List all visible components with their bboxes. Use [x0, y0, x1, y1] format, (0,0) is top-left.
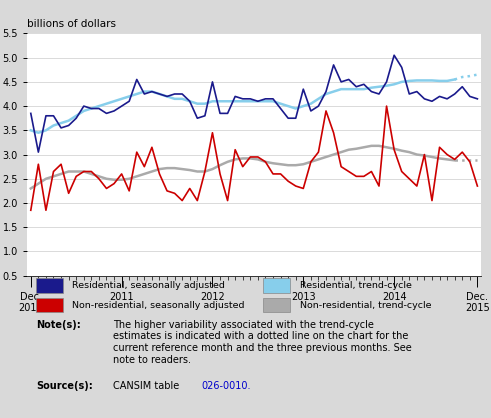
FancyBboxPatch shape	[36, 298, 63, 312]
Text: Source(s):: Source(s):	[36, 381, 93, 391]
Text: CANSIM table: CANSIM table	[113, 381, 183, 391]
Text: 026-0010.: 026-0010.	[202, 381, 251, 391]
Text: Residential, trend-cycle: Residential, trend-cycle	[300, 281, 411, 290]
Text: Non-residential, seasonally adjusted: Non-residential, seasonally adjusted	[73, 301, 245, 310]
FancyBboxPatch shape	[263, 278, 291, 293]
Text: Note(s):: Note(s):	[36, 320, 81, 330]
FancyBboxPatch shape	[36, 278, 63, 293]
Text: billions of dollars: billions of dollars	[27, 19, 116, 29]
Text: The higher variability associated with the trend-cycle
estimates is indicated wi: The higher variability associated with t…	[113, 320, 412, 364]
FancyBboxPatch shape	[263, 298, 291, 312]
Text: Non-residential, trend-cycle: Non-residential, trend-cycle	[300, 301, 431, 310]
Text: Residential, seasonally adjusted: Residential, seasonally adjusted	[73, 281, 225, 290]
